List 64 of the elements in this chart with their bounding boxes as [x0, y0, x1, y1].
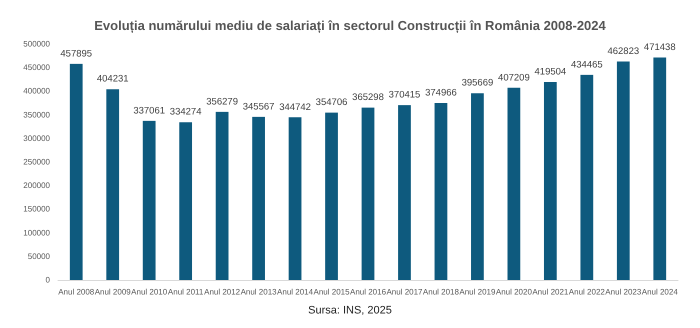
data-label: 404231 [96, 74, 129, 85]
bar [288, 117, 302, 280]
bar [179, 122, 192, 280]
x-tick-label: Anul 2011 [168, 288, 204, 296]
x-tick-label: Anul 2020 [496, 288, 532, 296]
data-label: 407209 [498, 72, 530, 84]
bar [653, 57, 666, 280]
bar [362, 108, 374, 280]
data-label: 365298 [352, 92, 384, 104]
data-label: 462823 [607, 46, 640, 58]
bar [544, 82, 557, 280]
x-tick-label: Anul 2021 [532, 288, 569, 296]
x-tick-label: Anul 2012 [204, 288, 241, 296]
chart-title: Evoluția numărului mediu de salariați în sectorul Construcții în România 2008-2024 [94, 18, 607, 34]
data-label: 356279 [206, 96, 238, 108]
y-tick-label: 500000 [23, 40, 51, 48]
y-tick-label: 200000 [23, 181, 51, 190]
y-tick-label: 100000 [23, 228, 51, 238]
bar [325, 112, 338, 280]
x-tick-label: Anul 2009 [94, 288, 132, 296]
data-label: 395669 [462, 78, 494, 89]
bar [580, 74, 594, 280]
y-tick-label: 450000 [23, 63, 51, 72]
data-label: 337061 [133, 105, 166, 116]
text: Sursa: INS, 2025 [308, 304, 392, 316]
y-tick-label: 300000 [23, 134, 51, 143]
bar [216, 112, 228, 280]
data-label: 370415 [388, 90, 420, 101]
y-tick-label: 250000 [23, 158, 51, 166]
bar [471, 93, 484, 280]
x-tick-label: Anul 2017 [386, 288, 424, 296]
bar [70, 64, 83, 280]
x-tick-label: Anul 2022 [568, 288, 606, 296]
data-label: 374966 [425, 88, 457, 99]
data-label: 471438 [644, 42, 676, 53]
data-label: 419504 [534, 66, 566, 78]
data-label: 345567 [242, 101, 274, 112]
x-tick-label: Anul 2023 [605, 288, 642, 296]
y-tick-label: 350000 [23, 110, 51, 120]
data-label: 457895 [60, 48, 92, 60]
y-tick-label: 0 [46, 276, 51, 284]
bar [508, 88, 520, 280]
bar [434, 103, 448, 280]
bar [616, 62, 630, 280]
y-tick-label: 50000 [28, 252, 51, 261]
x-tick-label: Anul 2018 [422, 288, 460, 296]
y-tick-label: 400000 [23, 86, 51, 96]
bar [252, 116, 265, 280]
x-tick-label: Anul 2010 [131, 288, 168, 296]
x-tick-label: Anul 2013 [240, 288, 278, 296]
data-label: 354706 [316, 97, 348, 108]
bar [106, 89, 120, 280]
data-label: 344742 [279, 102, 311, 113]
bar [142, 120, 156, 280]
x-tick-label: Anul 2008 [58, 288, 95, 296]
x-tick-label: Anul 2014 [277, 288, 314, 296]
x-tick-label: Anul 2019 [459, 288, 496, 296]
bar [398, 105, 411, 280]
x-tick-label: Anul 2024 [642, 288, 678, 296]
y-tick-label: 150000 [23, 204, 51, 214]
x-tick-label: Anul 2015 [314, 288, 350, 296]
data-label: 434465 [570, 59, 603, 70]
data-label: 334274 [170, 106, 202, 118]
x-tick-label: Anul 2016 [350, 288, 387, 296]
